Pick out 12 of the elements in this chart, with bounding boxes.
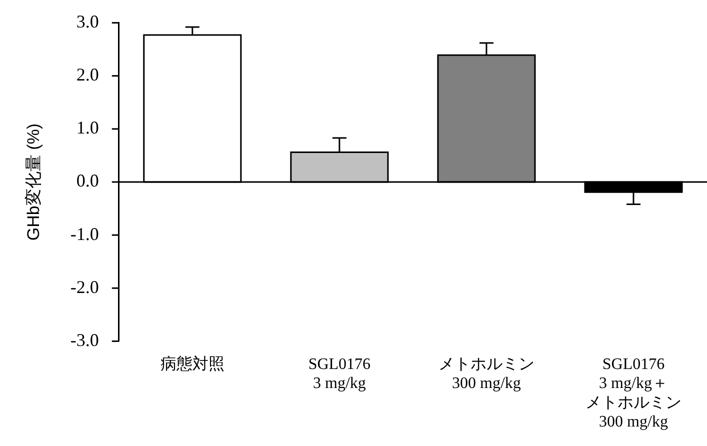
x-tick-label: SGL0176 3 mg/kg＋メトホルミン 300 mg/kg [585,356,682,431]
y-axis-title: GHb変化量 (%) [24,123,43,241]
x-tick-label: メトホルミン 300 mg/kg [438,356,534,392]
x-tick-label: SGL0176 3 mg/kg [308,356,371,392]
y-tick-label: 1.0 [76,118,99,138]
y-tick-label: 3.0 [76,12,99,32]
x-tick-label: 病態対照 [160,355,224,374]
y-tick-label: -3.0 [70,330,99,350]
y-tick-label: 2.0 [76,64,99,85]
y-tick-label: 0.0 [76,170,99,191]
y-tick-label: -2.0 [70,276,99,297]
y-tick-label: -1.0 [70,224,99,244]
